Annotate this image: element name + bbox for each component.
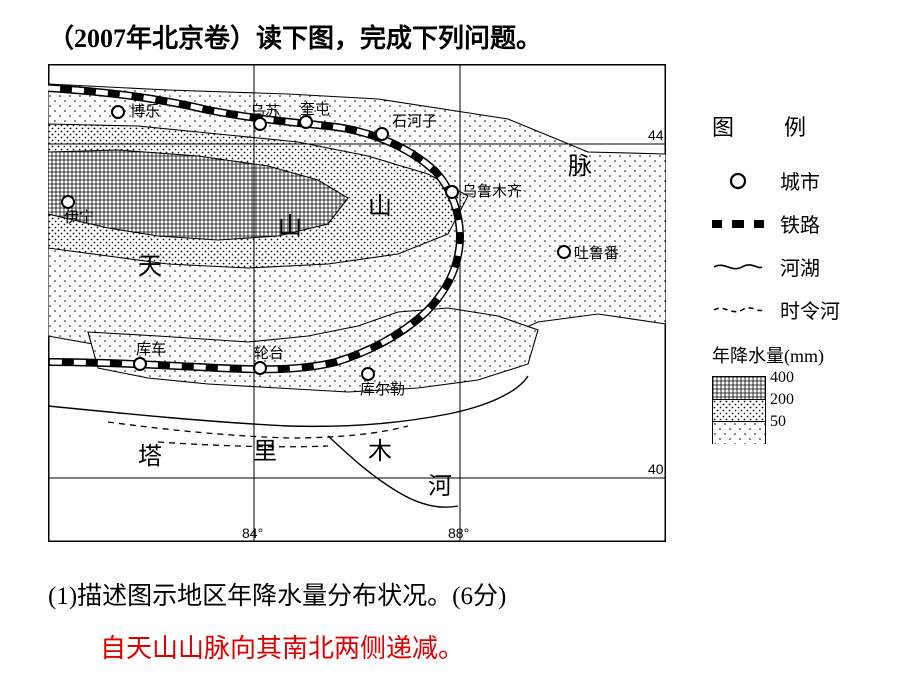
precip-level: 400 — [770, 369, 794, 387]
range-label: 河 — [428, 473, 452, 500]
range-label: 里 — [253, 439, 277, 465]
city-label: 乌苏 — [250, 103, 280, 120]
rail-icon — [712, 214, 764, 234]
precip-level: 50 — [770, 413, 786, 431]
city-label: 轮台 — [254, 345, 284, 362]
legend-row-rail: 铁路 — [712, 209, 892, 238]
city-label: 奎屯 — [300, 101, 330, 118]
city-label: 石河子 — [392, 113, 437, 130]
city-marker — [62, 196, 74, 208]
map-container: 84°88°44°40°博乐伊宁乌苏奎屯石河子乌鲁木齐吐鲁番库车轮台库尔勒天山山… — [48, 64, 666, 542]
range-label: 塔 — [138, 443, 162, 470]
city-marker — [362, 368, 374, 380]
city-marker — [376, 128, 388, 140]
city-label: 库车 — [136, 341, 166, 358]
city-marker — [558, 246, 570, 258]
legend-label: 河湖 — [780, 252, 820, 281]
seasonal-river-icon — [712, 300, 764, 320]
city-label: 博乐 — [130, 103, 160, 120]
answer-1: 自天山山脉向其南北两侧递减。 — [100, 628, 464, 665]
longitude-label: 88° — [448, 525, 469, 541]
legend-title: 图 例 — [712, 110, 892, 142]
city-marker — [134, 358, 146, 370]
city-marker — [446, 186, 458, 198]
range-label: 脉 — [568, 153, 592, 180]
river-icon — [712, 257, 764, 277]
range-label: 山 — [368, 193, 392, 220]
city-icon — [712, 171, 764, 191]
legend: 图 例 城市 铁路 河湖 时令河 年降水量(mm) — [712, 110, 892, 444]
latitude-label: 40° — [648, 461, 666, 477]
precip-box-200 — [713, 399, 765, 421]
legend-row-river: 河湖 — [712, 252, 892, 281]
exam-year: （2007年北京卷） — [48, 24, 256, 53]
city-marker — [112, 106, 124, 118]
precip-boxes — [712, 376, 766, 444]
city-label: 乌鲁木齐 — [462, 183, 522, 200]
precip-block: 400 200 50 — [712, 376, 892, 444]
legend-row-seasonal: 时令河 — [712, 295, 892, 324]
precip-title: 年降水量(mm) — [712, 342, 892, 368]
range-label: 山 — [278, 213, 302, 240]
precip-level: 200 — [770, 391, 794, 409]
longitude-label: 84° — [242, 525, 263, 541]
map-svg: 84°88°44°40°博乐伊宁乌苏奎屯石河子乌鲁木齐吐鲁番库车轮台库尔勒天山山… — [48, 64, 666, 542]
precip-box-400 — [713, 377, 765, 399]
latitude-label: 44° — [648, 127, 666, 143]
legend-row-city: 城市 — [712, 166, 892, 195]
legend-label: 铁路 — [780, 209, 820, 238]
city-marker — [254, 362, 266, 374]
legend-label: 时令河 — [780, 295, 840, 324]
range-label: 木 — [368, 438, 392, 465]
question-title: （2007年北京卷）读下图，完成下列问题。 — [48, 18, 542, 55]
question-1: (1)描述图示地区年降水量分布状况。(6分) — [48, 576, 506, 612]
range-label: 天 — [138, 254, 162, 280]
city-label: 库尔勒 — [360, 381, 405, 398]
legend-label: 城市 — [780, 166, 820, 195]
precip-box-50 — [713, 421, 765, 443]
city-label: 伊宁 — [64, 209, 94, 226]
city-label: 吐鲁番 — [574, 245, 619, 262]
title-rest: 读下图，完成下列问题。 — [256, 24, 542, 53]
